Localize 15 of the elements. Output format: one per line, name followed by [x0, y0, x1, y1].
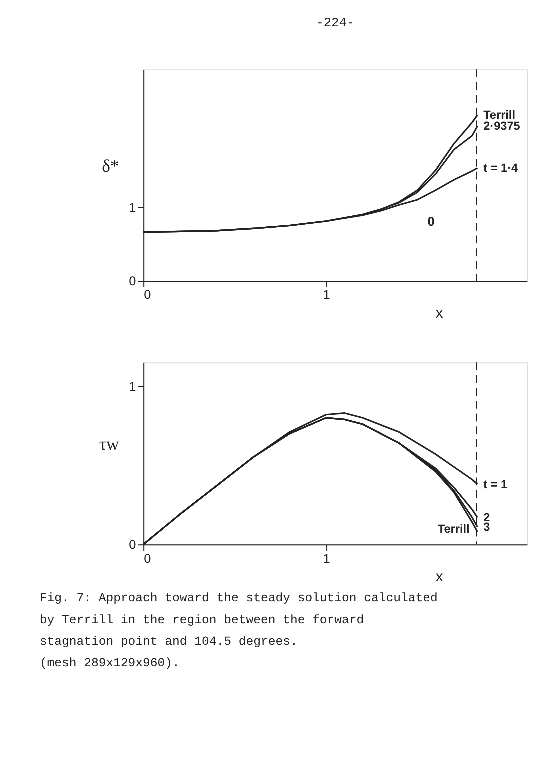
series-label: t = 1·4 [484, 161, 518, 176]
y-tick-label: 0 [129, 273, 136, 288]
y-tick-label: 1 [129, 378, 136, 394]
x-axis-title: x [436, 570, 444, 586]
x-axis-title: x [436, 306, 444, 322]
y-axis-title: τw [99, 434, 120, 454]
series-label: 3 [484, 520, 491, 534]
y-axis-title: δ* [102, 156, 120, 176]
series-label: Terrill [438, 522, 470, 536]
text: -224- [316, 16, 355, 31]
annotation: 0 [428, 214, 435, 229]
caption: Fig. 7: Approach toward the steady solution calculated by Terrill in the region between the forward stagnation point and 104.5 degrees. (mesh 289x129x960). [40, 592, 438, 671]
y-tick-label: 0 [129, 537, 136, 552]
series-label: t = 1 [484, 477, 508, 492]
y-tick-label: 1 [129, 200, 136, 215]
